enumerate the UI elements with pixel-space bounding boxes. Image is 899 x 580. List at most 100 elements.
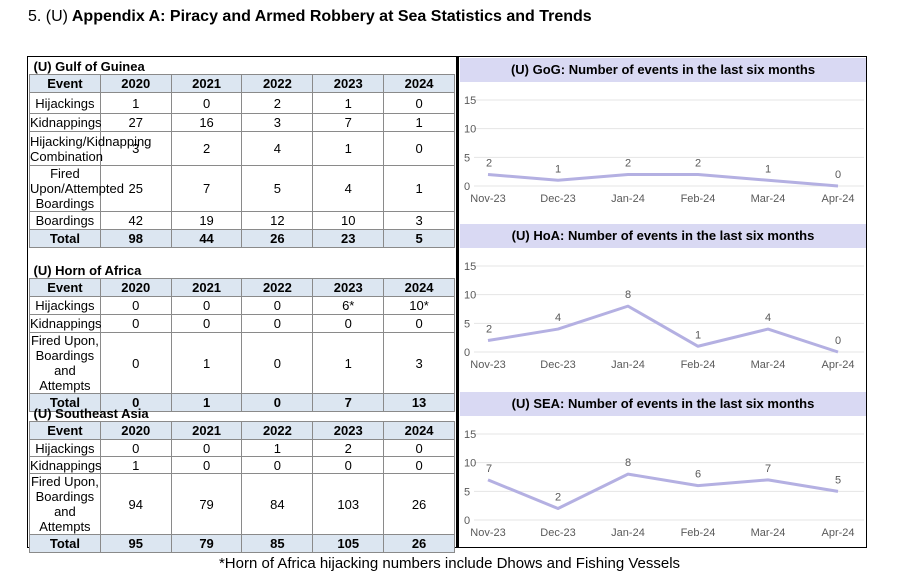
x-tick-label: Feb-24 [681,193,716,205]
data-label: 2 [555,492,561,504]
table-header-row: Event 2020 2021 2022 2023 2024 [29,278,455,297]
event-cell: Fired Upon, Boardings and Attempts [29,473,101,535]
value-cell: 26 [383,473,455,535]
total-cell: 26 [383,534,455,553]
value-cell: 2 [312,439,385,457]
gog-chart-title: (U) GoG: Number of events in the last si… [460,58,866,82]
value-cell: 16 [170,113,243,132]
value-cell: 0 [170,456,243,474]
value-cell: 1 [241,439,314,457]
data-label: 8 [625,289,631,301]
value-cell: 7 [170,165,243,212]
total-cell: 23 [312,229,385,248]
data-label: 8 [625,457,631,469]
value-cell: 0 [312,314,385,333]
value-cell: 1 [312,131,385,166]
event-cell: Fired Upon/Attempted Boardings [29,165,124,212]
series-line [487,304,839,354]
x-tick-label: Mar-24 [751,527,786,539]
value-cell: 0 [99,439,172,457]
event-cell: Kidnappings [29,456,102,474]
value-cell: 0 [170,296,243,315]
data-label: 7 [486,463,492,475]
table-row: Kidnappings 1 0 0 0 0 [29,456,455,474]
total-cell: 5 [383,229,455,248]
value-cell: 84 [241,473,314,535]
value-cell: 6* [312,296,385,315]
table-row: Fired Upon/Attempted Boardings 25 7 5 4 … [29,165,455,212]
header-cell: Event [29,74,101,93]
data-label: 0 [835,169,841,181]
total-cell: 1 [170,393,243,412]
value-cell: 3 [383,211,455,230]
page-heading: 5. (U) Appendix A: Piracy and Armed Robb… [28,8,592,26]
value-cell: 5 [241,165,314,212]
event-cell: Kidnappings [29,314,102,333]
value-cell: 0 [383,314,455,333]
header-cell: 2024 [383,421,455,440]
total-cell: 7 [312,393,385,412]
series-line [487,173,839,188]
value-cell: 0 [99,314,172,333]
value-cell: 94 [99,473,172,535]
value-cell: 0 [241,314,314,333]
value-cell: 12 [241,211,314,230]
table-total-row: Total 95 79 85 105 26 [29,534,455,553]
header-cell: 2021 [170,278,243,297]
hoa-chart-title: (U) HoA: Number of events in the last si… [460,224,866,248]
header-cell: 2021 [170,74,243,93]
value-cell: 1 [383,113,455,132]
total-cell: 95 [99,534,172,553]
value-cell: 2 [241,92,314,114]
table-row: Hijacking/Kidnapping Combination 3 2 4 1… [29,131,455,166]
series-line [487,472,839,511]
gog-table-title: (U) Gulf of Guinea [33,59,145,74]
value-cell: 27 [99,113,172,132]
value-cell: 0 [383,92,455,114]
table-total-row: Total 0 1 0 7 13 [29,393,455,412]
x-tick-label: Apr-24 [821,359,854,371]
x-tick-label: Apr-24 [821,193,854,205]
table-row: Hijackings 0 0 1 2 0 [29,439,455,457]
value-cell: 7 [312,113,385,132]
hoa-stats-table: (U) Horn of Africa Event 2020 2021 2022 … [29,263,455,412]
value-cell: 0 [241,332,314,394]
value-cell: 0 [312,456,385,474]
header-cell: 2022 [241,74,314,93]
event-cell: Hijackings [29,92,101,114]
total-cell: 0 [99,393,172,412]
sea-chart-title: (U) SEA: Number of events in the last si… [460,392,866,416]
header-cell: 2021 [170,421,243,440]
value-cell: 25 [99,165,172,212]
table-row: Fired Upon, Boardings and Attempts 94 79… [29,473,455,535]
table-row: Kidnappings 27 16 3 7 1 [29,113,455,132]
header-cell: 2023 [312,74,385,93]
data-label: 4 [765,312,771,324]
total-cell: 13 [383,393,455,412]
x-tick-label: Mar-24 [751,359,786,371]
value-cell: 0 [170,314,243,333]
value-cell: 2 [170,131,243,166]
value-cell: 3 [241,113,314,132]
total-label-cell: Total [29,229,101,248]
hoa-table-title: (U) Horn of Africa [33,263,142,278]
x-tick-label: Mar-24 [751,193,786,205]
event-cell: Hijacking/Kidnapping Combination [29,131,152,166]
value-cell: 0 [241,296,314,315]
value-cell: 0 [99,296,172,315]
data-label: 2 [486,324,492,336]
value-cell: 1 [312,332,385,394]
header-cell: Event [29,278,101,297]
header-cell: 2022 [241,278,314,297]
total-cell: 85 [241,534,314,553]
table-row: Hijackings 0 0 0 6* 10* [29,296,455,315]
page-title: Appendix A: Piracy and Armed Robbery at … [71,8,592,25]
value-cell: 1 [312,92,385,114]
value-cell: 0 [383,439,455,457]
y-tick-label: 0 [464,347,470,359]
value-cell: 0 [383,456,455,474]
y-tick-label: 0 [464,515,470,527]
value-cell: 1 [170,332,243,394]
x-tick-label: Jan-24 [611,193,645,205]
